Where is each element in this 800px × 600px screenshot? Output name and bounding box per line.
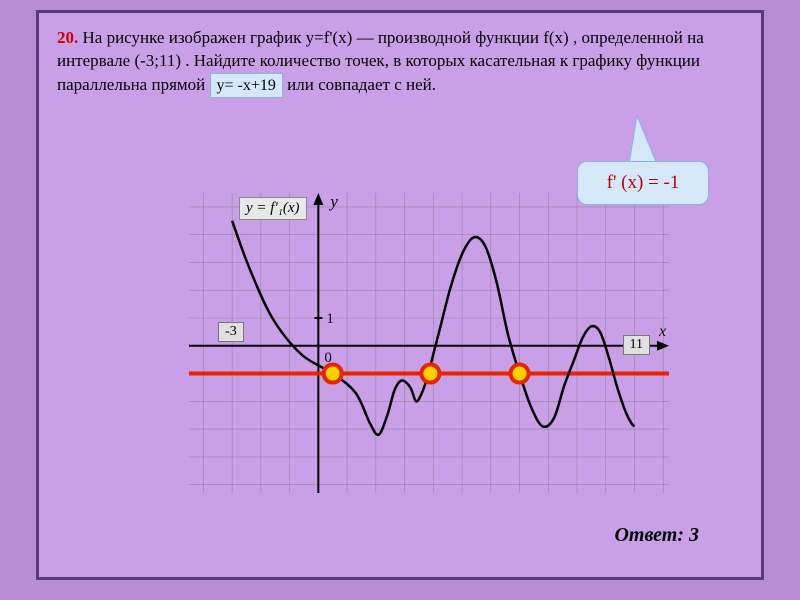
chart-area: y = f'₁(x) yx01 -3 11 [189, 193, 669, 493]
svg-text:1: 1 [326, 311, 334, 327]
x-left-badge: -3 [218, 322, 244, 342]
problem-text: 20. На рисунке изображен график y=f'(x) … [57, 27, 743, 98]
chart-svg: yx01 [189, 193, 669, 493]
problem-body-2: или совпадает с ней. [283, 75, 436, 94]
problem-number: 20. [57, 28, 78, 47]
x-right-badge: 11 [623, 335, 650, 355]
svg-text:x: x [658, 323, 666, 340]
answer-text: Ответ: 3 [614, 524, 699, 546]
callout-text: f' (x) = -1 [607, 172, 680, 194]
svg-text:y: y [328, 193, 338, 211]
inline-equation: y= -x+19 [210, 73, 283, 99]
derivative-callout: f' (x) = -1 [577, 161, 709, 205]
answer-label: Ответ: 3 [614, 524, 699, 547]
curve-formula-label: y = f'₁(x) [239, 197, 307, 220]
slide-frame: 20. На рисунке изображен график y=f'(x) … [36, 10, 764, 580]
